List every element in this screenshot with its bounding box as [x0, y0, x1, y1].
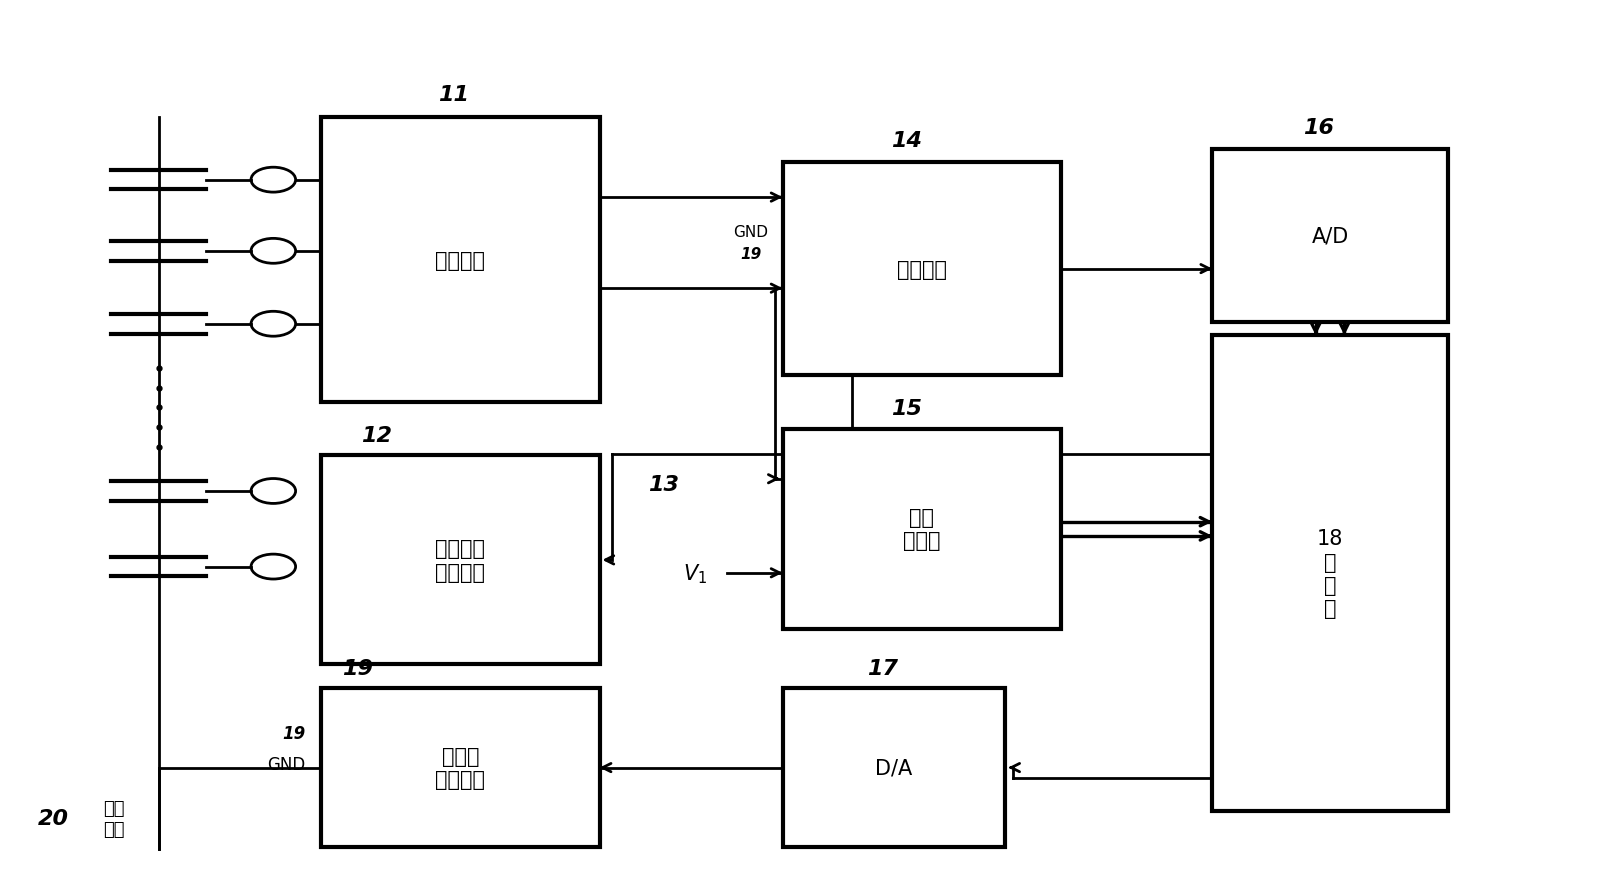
Text: 15: 15: [891, 399, 921, 418]
Bar: [783, 429, 1060, 629]
Text: 模拟开关: 模拟开关: [436, 250, 485, 270]
Text: 19: 19: [283, 724, 305, 742]
Bar: [321, 688, 599, 847]
Bar: [1212, 149, 1448, 323]
Text: 17: 17: [867, 658, 899, 678]
Bar: [783, 163, 1060, 375]
Text: 12: 12: [361, 426, 393, 445]
Text: 19: 19: [739, 247, 762, 262]
Text: 20: 20: [38, 808, 69, 829]
Text: D/A: D/A: [875, 758, 912, 778]
Text: A/D: A/D: [1311, 226, 1349, 246]
Text: 16: 16: [1303, 118, 1335, 138]
Text: 模拟开关
选通控制: 模拟开关 选通控制: [436, 539, 485, 582]
Text: 差分放大: 差分放大: [898, 259, 947, 279]
Bar: [321, 456, 599, 664]
Text: 窗口
比较器: 窗口 比较器: [902, 508, 941, 551]
Text: 参考
电位: 参考 电位: [104, 799, 125, 838]
Text: $V_1$: $V_1$: [684, 561, 707, 585]
Bar: [783, 688, 1006, 847]
Text: 浮动地
调整电路: 浮动地 调整电路: [436, 746, 485, 789]
Text: GND: GND: [733, 225, 768, 240]
Text: GND: GND: [267, 755, 305, 773]
Bar: [1212, 336, 1448, 811]
Bar: [321, 118, 599, 402]
Text: 18
控
制
器: 18 控 制 器: [1318, 529, 1343, 619]
Text: 13: 13: [648, 475, 679, 494]
Text: 14: 14: [891, 131, 921, 151]
Text: 11: 11: [438, 85, 468, 105]
Text: 19: 19: [342, 658, 374, 678]
